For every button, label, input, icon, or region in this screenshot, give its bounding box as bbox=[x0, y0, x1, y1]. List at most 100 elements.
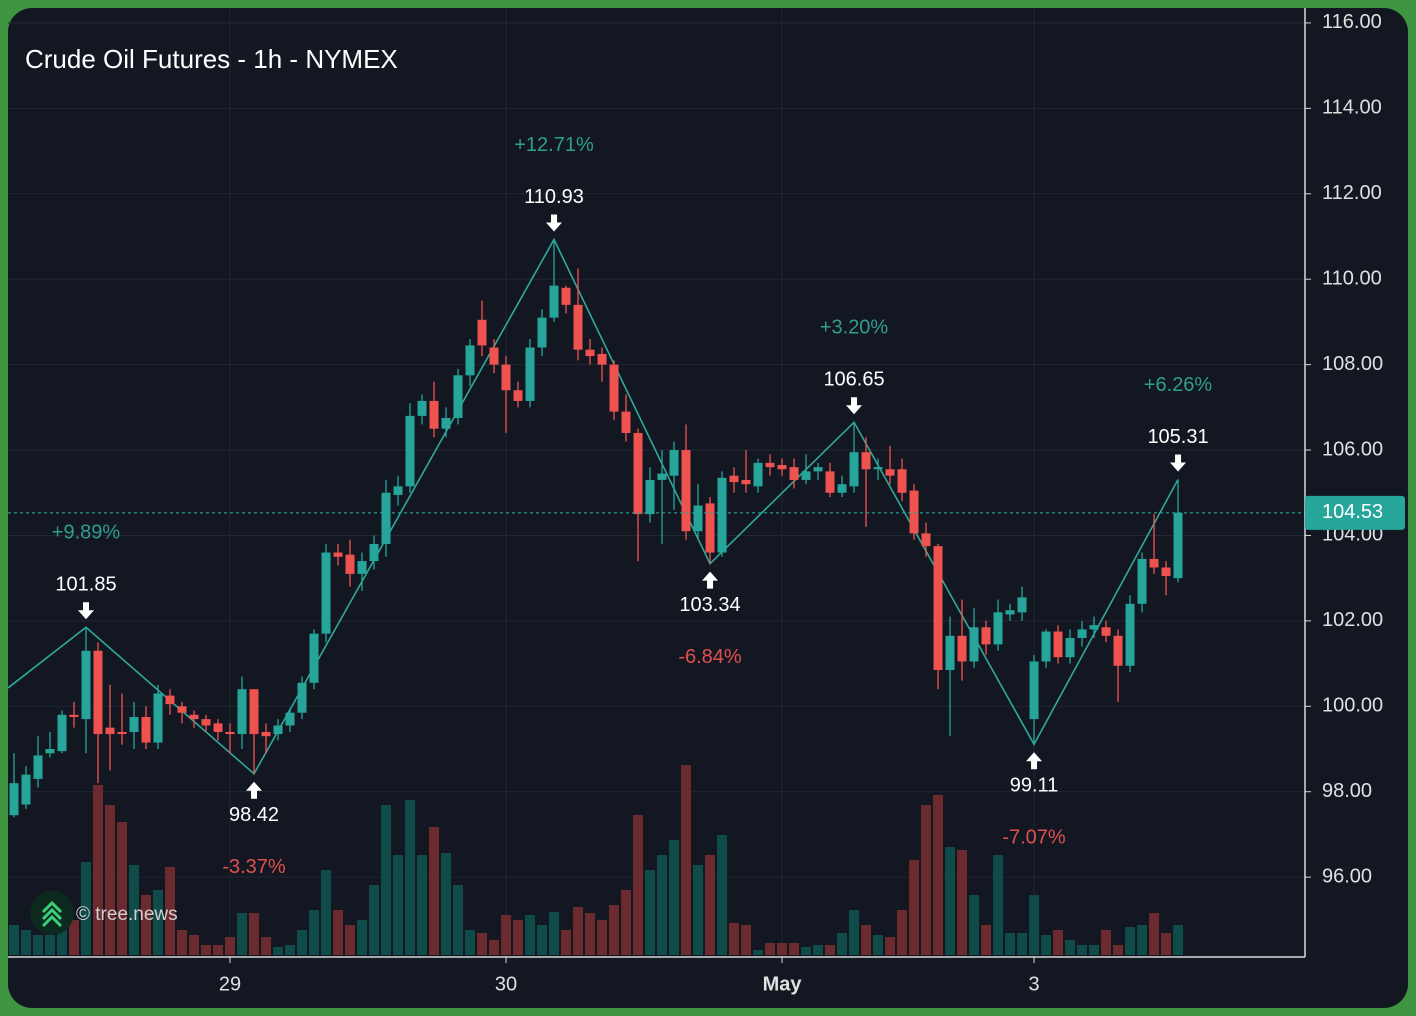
logo-circle bbox=[30, 891, 74, 935]
candle-body bbox=[165, 695, 175, 705]
volume-bar bbox=[981, 925, 992, 955]
candle-body bbox=[813, 467, 823, 472]
volume-bar bbox=[321, 870, 332, 955]
candle-body bbox=[237, 689, 247, 735]
candle-body bbox=[705, 503, 715, 553]
y-tick-label: 100.00 bbox=[1322, 695, 1383, 717]
candle-body bbox=[969, 627, 979, 662]
candle-body bbox=[225, 731, 235, 735]
candle-body bbox=[489, 347, 499, 365]
candle-body bbox=[177, 706, 187, 713]
candle-body bbox=[597, 353, 607, 365]
candle-body bbox=[885, 469, 895, 476]
volume-bar bbox=[57, 930, 68, 955]
volume-bar bbox=[21, 930, 32, 955]
candle-body bbox=[561, 287, 571, 305]
candle-body bbox=[753, 462, 763, 487]
candle-body bbox=[477, 319, 487, 346]
zigzag-line bbox=[7, 237, 1179, 776]
pivot-arrow bbox=[546, 214, 563, 232]
candle-body bbox=[453, 375, 463, 419]
candle-body bbox=[801, 471, 811, 480]
candle-body bbox=[501, 364, 511, 391]
volume-bar bbox=[297, 930, 308, 955]
volume-bar bbox=[597, 920, 608, 955]
candle-body bbox=[777, 464, 787, 470]
volume-bar bbox=[633, 815, 644, 955]
candle-body bbox=[945, 635, 955, 670]
candle-body bbox=[861, 452, 871, 470]
volume-bar bbox=[1029, 895, 1040, 955]
candle-body bbox=[213, 723, 223, 732]
candle-body bbox=[297, 682, 307, 713]
candle-body bbox=[1029, 661, 1039, 720]
volume-bar bbox=[357, 920, 368, 955]
volume-bar bbox=[753, 950, 764, 955]
candle-body bbox=[825, 471, 835, 493]
volume-bar bbox=[369, 885, 380, 955]
y-tick-label: 108.00 bbox=[1322, 353, 1383, 375]
candle-body bbox=[81, 650, 91, 720]
candle-body bbox=[537, 317, 547, 348]
candle-body bbox=[549, 285, 559, 318]
volume-bar bbox=[729, 923, 740, 955]
x-tick-label: 3 bbox=[1028, 973, 1039, 995]
volume-bar bbox=[945, 847, 956, 955]
candle-body bbox=[1005, 610, 1015, 615]
volume-bar bbox=[309, 910, 320, 955]
y-tick-label: 98.00 bbox=[1322, 780, 1372, 802]
pivot-price: 98.42 bbox=[229, 804, 279, 826]
candle-body bbox=[993, 612, 1003, 645]
volume-bar bbox=[1017, 933, 1028, 955]
candle-body bbox=[1065, 637, 1075, 658]
candle-body bbox=[33, 755, 43, 779]
candle-body bbox=[141, 716, 151, 743]
volume-bar bbox=[189, 935, 200, 955]
x-tick-label: 29 bbox=[219, 973, 241, 995]
volume-bar bbox=[741, 925, 752, 955]
candle-body bbox=[585, 349, 595, 357]
pivot-arrow bbox=[1026, 752, 1043, 770]
candle-body bbox=[633, 432, 643, 515]
volume-bar bbox=[885, 937, 896, 955]
volume-bar bbox=[669, 840, 680, 955]
candle-body bbox=[1125, 603, 1135, 666]
volume-bar bbox=[1077, 945, 1088, 955]
candle-body bbox=[873, 467, 883, 470]
pivot-price: 103.34 bbox=[679, 594, 740, 616]
volume-bar bbox=[141, 895, 152, 955]
volume-bar bbox=[417, 855, 428, 955]
watermark: © tree.news bbox=[76, 904, 178, 925]
volume-bar bbox=[897, 910, 908, 955]
volume-bar bbox=[1041, 935, 1052, 955]
pivot-change: +9.89% bbox=[52, 522, 121, 544]
candle-body bbox=[669, 450, 679, 476]
candle-body bbox=[741, 479, 751, 485]
volume-bar bbox=[117, 822, 128, 955]
volume-bar bbox=[957, 850, 968, 955]
volume-bar bbox=[81, 862, 92, 955]
candle-body bbox=[357, 561, 367, 574]
volume-layer bbox=[9, 765, 1184, 955]
candle-body bbox=[1137, 558, 1147, 604]
candle-body bbox=[933, 546, 943, 670]
candle-body bbox=[849, 452, 859, 487]
candle-body bbox=[57, 714, 67, 752]
x-tick-label: May bbox=[763, 973, 803, 995]
pivot-price: 99.11 bbox=[1010, 775, 1059, 797]
last-price-label: 104.53 bbox=[1322, 501, 1383, 523]
candle-body bbox=[1053, 631, 1063, 658]
volume-bar bbox=[681, 765, 692, 955]
candle-body bbox=[441, 418, 451, 429]
volume-bar bbox=[69, 920, 80, 955]
volume-bar bbox=[405, 800, 416, 955]
candle-body bbox=[321, 552, 331, 634]
candle-body bbox=[1161, 567, 1171, 577]
volume-bar bbox=[861, 925, 872, 955]
candle-body bbox=[189, 714, 199, 720]
candle-body bbox=[909, 490, 919, 534]
volume-bar bbox=[585, 913, 596, 955]
volume-bar bbox=[201, 945, 212, 955]
volume-bar bbox=[465, 930, 476, 955]
